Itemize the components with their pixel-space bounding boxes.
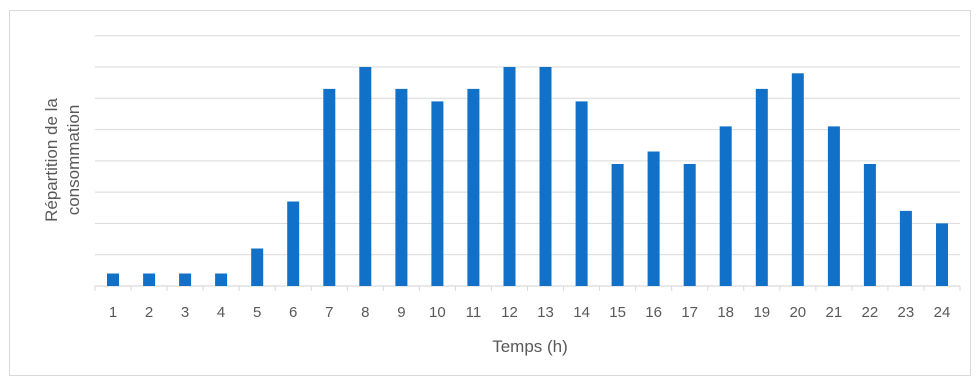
x-tick-label: 8 [361,304,369,321]
x-tick-label: 1 [109,304,117,321]
x-tick-label: 13 [537,304,554,321]
bar-17 [683,164,696,286]
x-tick-label: 16 [645,304,662,321]
bar-21 [827,126,840,287]
bar-18 [719,126,732,287]
x-tick-label: 20 [789,304,806,321]
x-tick-label: 21 [826,304,843,321]
x-tick-label: 22 [862,304,879,321]
x-tick-label: 10 [429,304,446,321]
gridlines [94,35,961,291]
x-tick-label: 11 [466,304,482,321]
bar-11 [467,88,480,287]
bar-20 [791,73,804,286]
bar-15 [611,164,624,286]
x-tick-label: 6 [289,304,297,321]
bar-8 [359,67,372,286]
x-tick-label: 18 [717,304,734,321]
x-tick-label: 12 [501,304,518,321]
x-tick-label: 14 [573,304,590,321]
y-axis-title: Répartition de la consommation [42,98,83,222]
bar-23 [899,210,912,286]
x-tick-label: 17 [681,304,698,321]
bar-19 [755,88,768,287]
bar-2 [143,273,156,286]
bars [107,67,948,287]
bar-22 [863,164,876,286]
bar-6 [287,201,300,286]
bar-4 [215,273,228,286]
x-tick-label: 2 [145,304,153,321]
chart-frame [9,10,971,376]
bar-3 [179,273,192,286]
x-tick-label: 5 [253,304,261,321]
x-tick-label: 7 [325,304,333,321]
x-tick-label: 3 [181,304,189,321]
bar-5 [251,248,264,286]
x-tick-label: 24 [934,304,951,321]
bar-10 [431,101,444,287]
bar-13 [539,67,552,286]
bar-1 [107,273,119,286]
bar-24 [936,223,948,286]
bar-14 [575,101,588,287]
bar-16 [647,151,660,286]
bar-7 [323,88,336,287]
x-tick-label: 19 [753,304,770,321]
x-tick-labels: 1 2 3 4 5 6 7 8 9 10 11 12 13 14 15 16 17 18 19 20 21 22 23 24 [109,304,951,321]
y-axis-title-line-2: consommation [64,105,83,216]
x-tick-label: 9 [397,304,405,321]
x-tick-label: 23 [898,304,915,321]
y-axis-title-line-1: Répartition de la [42,98,61,222]
x-axis-title: Temps (h) [492,337,568,356]
bar-12 [503,67,516,286]
bar-9 [395,88,408,287]
x-tick-label: 15 [609,304,626,321]
x-tick-label: 4 [217,304,225,321]
